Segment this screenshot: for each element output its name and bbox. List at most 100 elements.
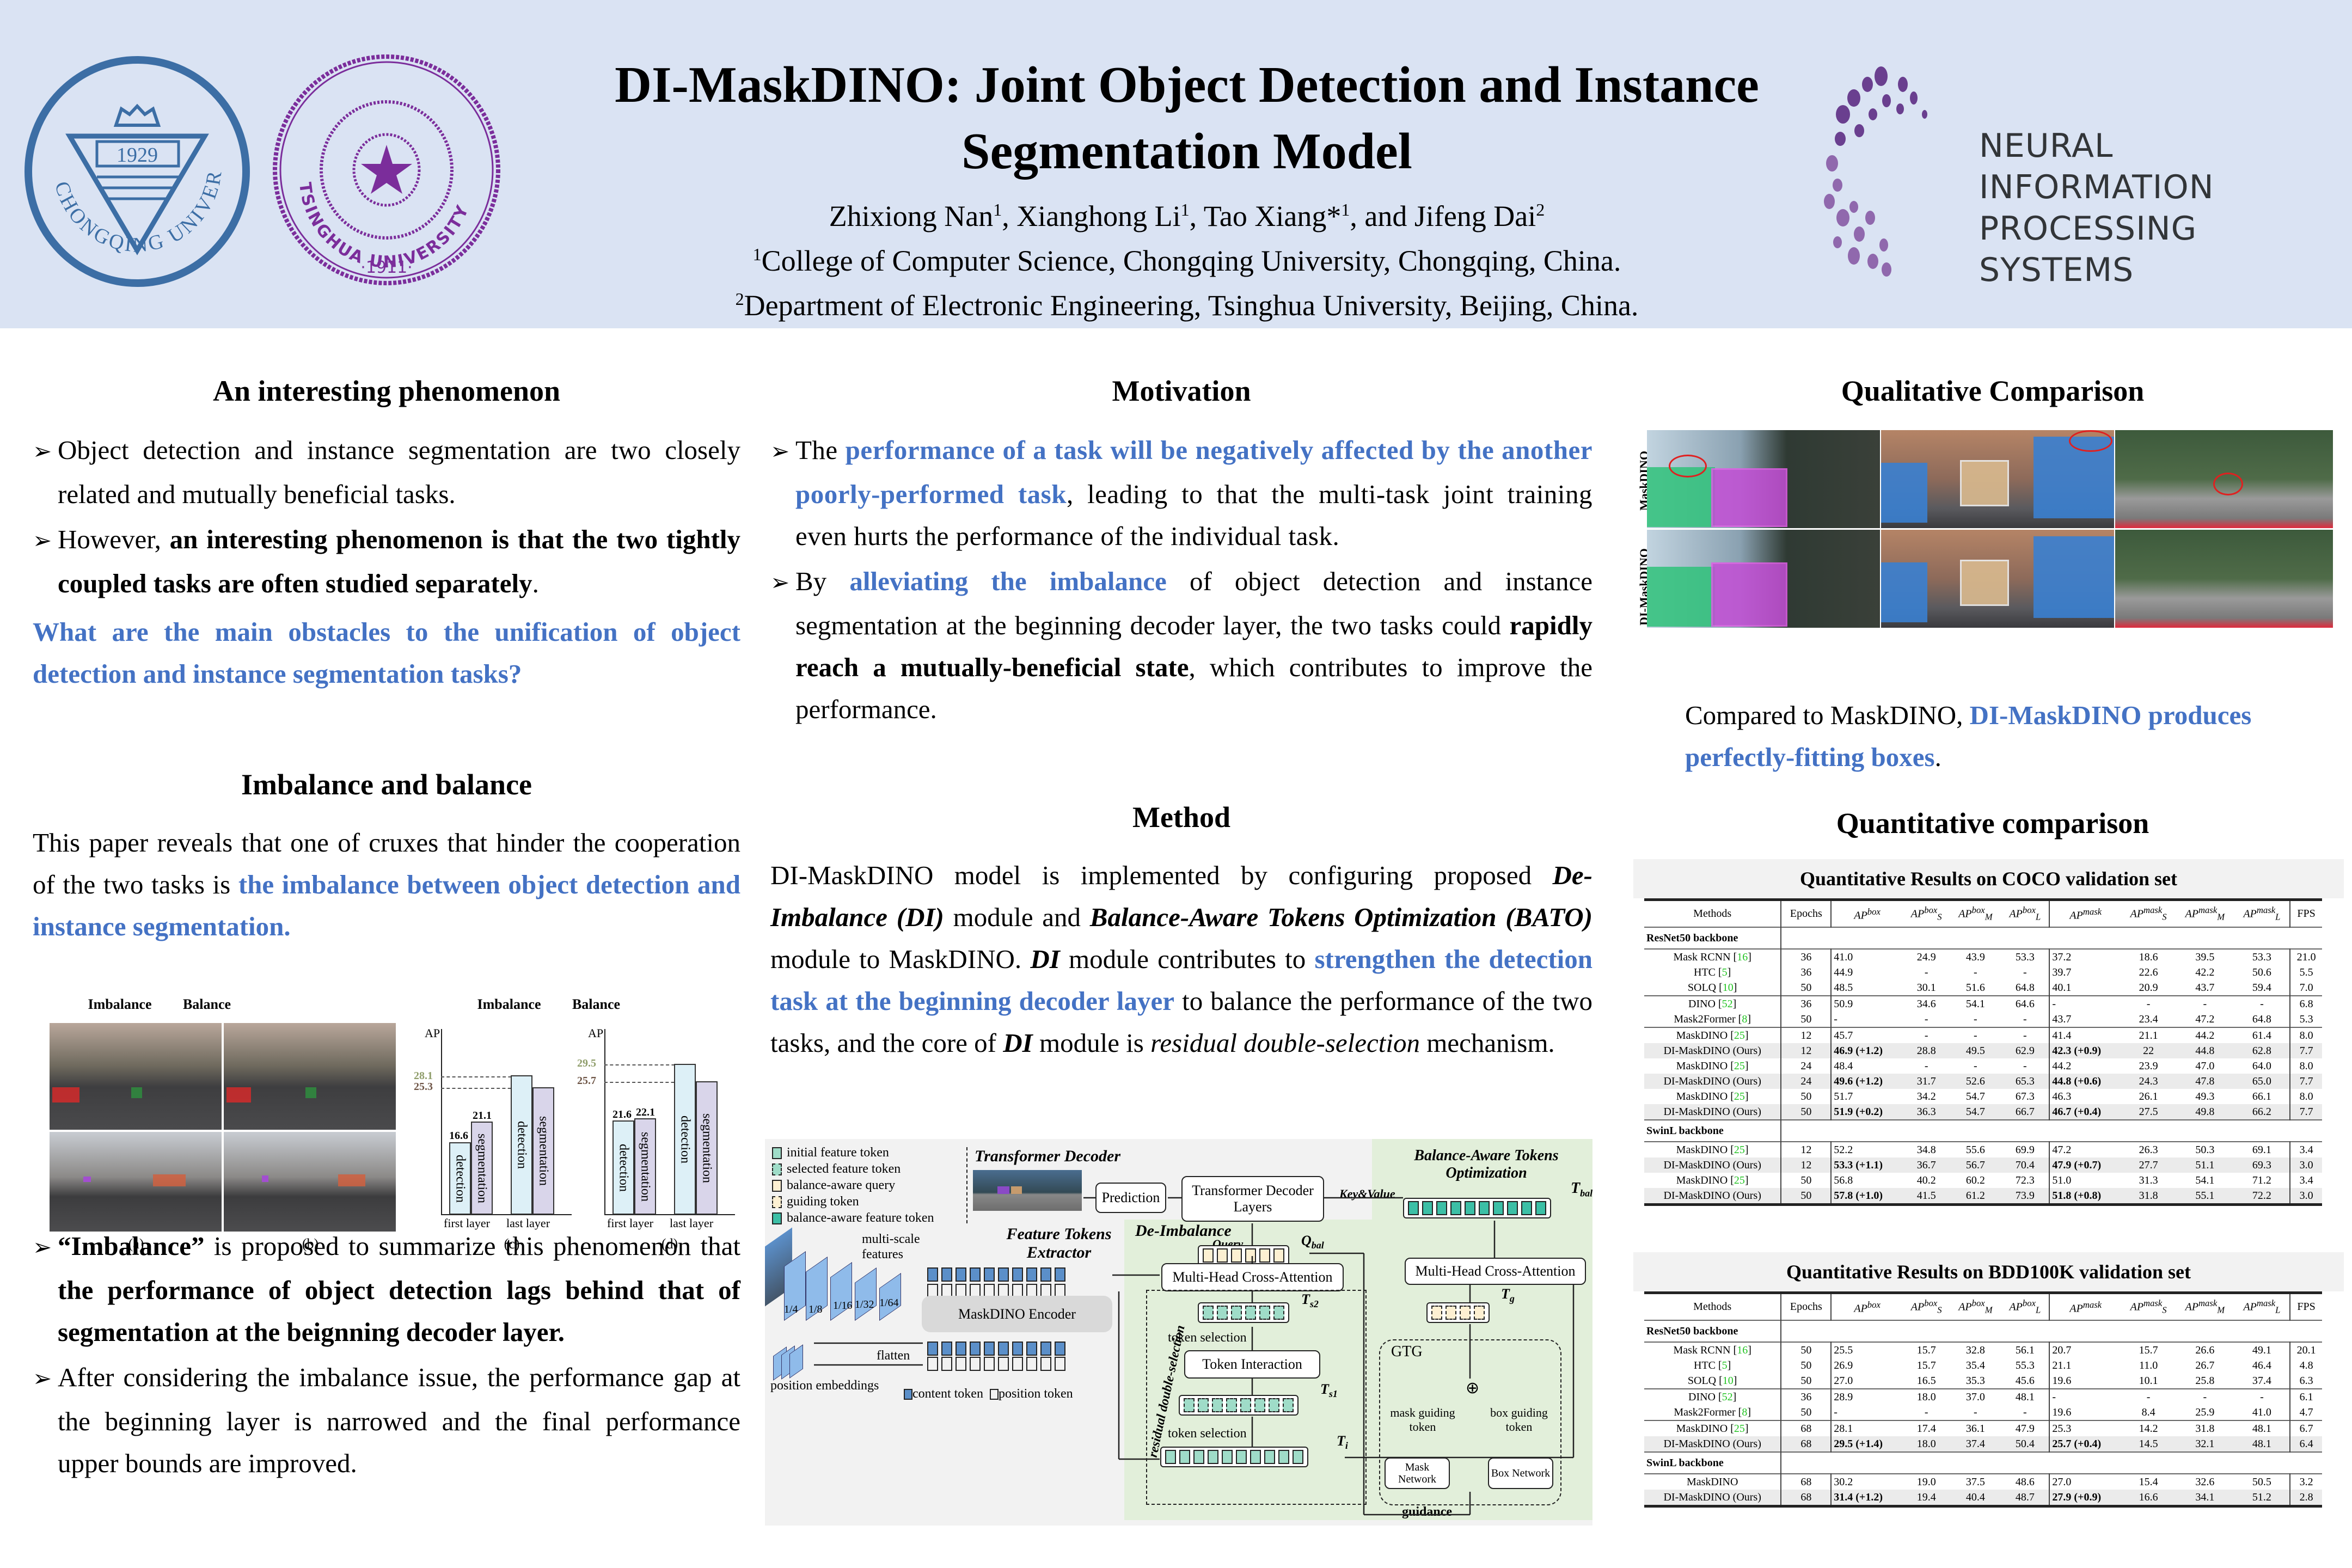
col-epochs: Epochs bbox=[1781, 899, 1832, 927]
qual-image-1-bottom bbox=[1647, 530, 1880, 628]
table-cell: 51.7 bbox=[1834, 1090, 1853, 1102]
table-cell: 19.6 bbox=[2052, 1374, 2072, 1387]
table-cell: 64.0 bbox=[2234, 1058, 2291, 1074]
street-image-imbalance-bottom bbox=[49, 1131, 222, 1232]
section-title-imbalance: Imbalance and balance bbox=[241, 768, 532, 801]
column-right: Qualitative Comparison bbox=[1639, 348, 2347, 413]
scale-label: 1/32 bbox=[855, 1298, 874, 1310]
table-row: DI-MaskDINO (Ours) 12 53.3 (+1.1) 36.7 56.7 7… bbox=[1644, 1157, 2322, 1173]
table-cell: 2.8 bbox=[2299, 1491, 2313, 1503]
decoder-layers-box: Transformer Decoder Layers bbox=[1181, 1176, 1324, 1222]
balance-query-icon bbox=[772, 1180, 782, 1192]
neurips-wordmark: NEURAL INFORMATION PROCESSING SYSTEMS bbox=[1979, 127, 2214, 289]
table-section-row: SwinL backbone bbox=[1644, 1451, 2322, 1474]
col-ap-l-box: APboxL bbox=[2001, 1293, 2050, 1320]
table-row: MaskDINO [25] 12 45.7- - -41.4 21.1 44.2 61.4 8.… bbox=[1644, 1027, 2322, 1043]
table-cell: - bbox=[2052, 1391, 2056, 1403]
table-cell: 48.1 bbox=[2234, 1436, 2291, 1452]
col-ap-mask: APmask bbox=[2069, 906, 2102, 922]
qualitative-caption: Compared to MaskDINO, DI-MaskDINO produc… bbox=[1685, 700, 2252, 772]
table-cell: 16.6 bbox=[2139, 1491, 2158, 1503]
table-cell: 21.0 bbox=[2296, 951, 2316, 963]
table-cell: 14.2 bbox=[2139, 1422, 2158, 1435]
table-cell: 73.9 bbox=[2001, 1187, 2050, 1204]
di-cross-attention-box: Multi-Head Cross-Attention bbox=[1161, 1263, 1344, 1291]
table-cell: 15.7 bbox=[1916, 1359, 1936, 1371]
table-cell: 64.8 bbox=[2001, 979, 2050, 996]
table-cell: 59.4 bbox=[2234, 979, 2291, 996]
col-ap-box: APbox bbox=[1854, 906, 1881, 922]
street-image-balance-bottom bbox=[223, 1131, 396, 1232]
table-cell: 23.9 bbox=[2139, 1059, 2158, 1072]
table-cell: 16.5 bbox=[1916, 1374, 1936, 1387]
table-cell: 67.3 bbox=[2001, 1088, 2050, 1104]
table-cell: - bbox=[1924, 1406, 1928, 1418]
table-row: SOLQ [10] 50 48.5 30.1 51.6 64.8 40.1 20.9 43.7 5… bbox=[1644, 979, 2322, 996]
table-cell: 60.2 bbox=[1965, 1174, 1985, 1186]
value-label-det-last: 28.1 bbox=[414, 1070, 433, 1082]
table-cell: - bbox=[2052, 997, 2056, 1010]
table-cell: 50 bbox=[1781, 1357, 1832, 1373]
gtg-label: GTG bbox=[1391, 1343, 1423, 1360]
table-cell: 49.6 (+1.2) bbox=[1834, 1075, 1883, 1087]
table-cell: 43.7 bbox=[2195, 981, 2215, 994]
chart-imbalance: AP 28.1 25.3 detection 16.6 segmentation… bbox=[414, 1018, 572, 1230]
table-cell: 32.6 bbox=[2195, 1475, 2215, 1488]
table-cell: 25.3 bbox=[2052, 1422, 2072, 1435]
selected-token-icon bbox=[772, 1163, 782, 1176]
section-title-quantitative: Quantitative comparison bbox=[1836, 807, 2149, 840]
table-cell: 41.4 bbox=[2052, 1029, 2072, 1042]
table-cell: 3.0 bbox=[2299, 1189, 2313, 1202]
table-cell: 35.3 bbox=[1965, 1374, 1985, 1387]
legend-item: balance-aware query bbox=[770, 1177, 966, 1193]
table-row: DINO [52] 36 50.9 34.6 54.1 64.6- - - -6.8 bbox=[1644, 995, 2322, 1012]
qual-image-3-bottom bbox=[2115, 530, 2333, 628]
value-label-det-first: 16.6 bbox=[449, 1130, 468, 1142]
col-epochs: Epochs bbox=[1781, 1293, 1832, 1320]
table-cell: 50 bbox=[1781, 1404, 1832, 1420]
table-cell: 43.9 bbox=[1965, 951, 1985, 963]
table-cell: 47.9 (+0.7) bbox=[2052, 1159, 2102, 1171]
scale-label: 1/8 bbox=[808, 1303, 823, 1315]
table-cell: 4.7 bbox=[2299, 1406, 2313, 1418]
table-cell: 15.7 bbox=[1916, 1344, 1936, 1356]
table-cell: 20.9 bbox=[2139, 981, 2158, 994]
table-cell: 41.0 bbox=[1834, 951, 1853, 963]
box-network-box: Box Network bbox=[1488, 1457, 1553, 1489]
table-cell: 27.9 (+0.9) bbox=[2052, 1491, 2102, 1503]
table-cell: 48.6 bbox=[2001, 1473, 2050, 1490]
table-row: MaskDINO [25] 12 52.2 34.8 55.6 69.9 47.2 26.3 5… bbox=[1644, 1141, 2322, 1157]
table-row: DI-MaskDINO (Ours) 68 31.4 (+1.2) 19.4 40.4 4… bbox=[1644, 1489, 2322, 1506]
bdd-table-panel: Quantitative Results on BDD100K validati… bbox=[1633, 1252, 2344, 1508]
table-cell: 44.8 bbox=[2195, 1044, 2215, 1057]
table-cell: 52.2 bbox=[1834, 1143, 1853, 1156]
qual-image-2-bottom bbox=[1881, 530, 2114, 628]
table-cell: 14.5 bbox=[2139, 1437, 2158, 1450]
table-cell: 62.9 bbox=[2001, 1043, 2050, 1058]
table-cell: 46.3 bbox=[2052, 1090, 2072, 1102]
col-ap-m-mask: APmaskM bbox=[2185, 1297, 2225, 1315]
position-token-row-bottom bbox=[926, 1357, 1067, 1371]
table-cell: 57.8 (+1.0) bbox=[1834, 1189, 1883, 1202]
table-cell: 64.8 bbox=[2234, 1011, 2291, 1027]
table-cell: 56.7 bbox=[1965, 1159, 1985, 1171]
imbalance-figure: Imbalance Balance Imbalance Balance (a) … bbox=[49, 996, 757, 1252]
table-row: Mask RCNN [16] 50 25.5 15.7 32.8 56.1 20.7 15.7… bbox=[1644, 1342, 2322, 1358]
table-cell: - bbox=[1974, 1406, 1977, 1418]
x-label-first: first layer bbox=[444, 1216, 490, 1230]
column-left: An interesting phenomenon Object detecti… bbox=[33, 348, 740, 1484]
table-cell: 69.9 bbox=[2001, 1141, 2050, 1157]
table-cell: 45.6 bbox=[2001, 1373, 2050, 1389]
table-row: HTC [5] 50 26.9 15.7 35.4 55.3 21.1 11.0 26.7 46.… bbox=[1644, 1357, 2322, 1373]
table-cell: 25.5 bbox=[1834, 1344, 1853, 1356]
table-cell: 15.7 bbox=[2139, 1344, 2158, 1356]
table-cell: 49.5 bbox=[1965, 1044, 1985, 1057]
table-cell: 7.7 bbox=[2299, 1075, 2313, 1087]
multiscale-label: multi-scale features bbox=[862, 1232, 920, 1261]
table-cell: 50 bbox=[1781, 1088, 1832, 1104]
table-cell: - bbox=[1974, 1029, 1977, 1042]
legend-item: selected feature token bbox=[770, 1161, 966, 1177]
position-embeddings-icon bbox=[773, 1344, 817, 1381]
table-cell: 37.0 bbox=[1965, 1391, 1985, 1403]
table-cell: 50.6 bbox=[2234, 964, 2291, 980]
